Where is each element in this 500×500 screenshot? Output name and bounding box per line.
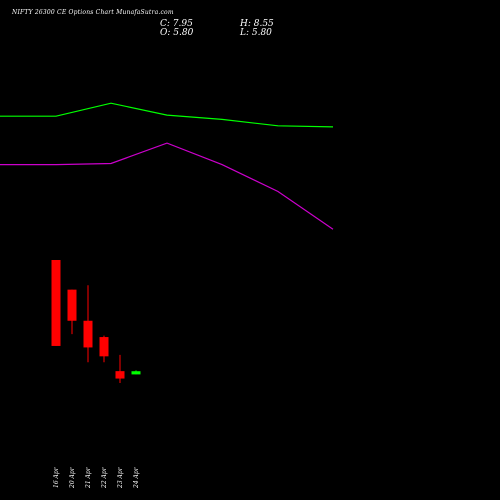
high-value: H: 8.55	[240, 19, 274, 29]
x-tick-label: 16 Apr	[53, 466, 60, 488]
candle-body	[67, 289, 77, 321]
open-value: O: 5.80	[160, 28, 194, 38]
candle-body	[83, 320, 93, 348]
candle-body	[115, 371, 125, 379]
x-tick-label: 21 Apr	[85, 466, 92, 489]
indicator-line	[0, 142, 334, 230]
indicator-line	[0, 102, 334, 128]
x-tick-label: 23 Apr	[117, 466, 124, 489]
candle-body	[99, 337, 109, 357]
candle-body	[131, 371, 141, 375]
chart-title: NIFTY 26300 CE Options Chart MunafaSutra…	[12, 9, 174, 16]
x-tick-label: 22 Apr	[101, 466, 108, 489]
x-tick-label: 20 Apr	[69, 466, 76, 489]
candle-body	[51, 260, 61, 346]
close-value: C: 7.95	[160, 19, 193, 29]
x-tick-label: 24 Apr	[133, 466, 140, 489]
low-value: L: 5.80	[240, 28, 272, 38]
